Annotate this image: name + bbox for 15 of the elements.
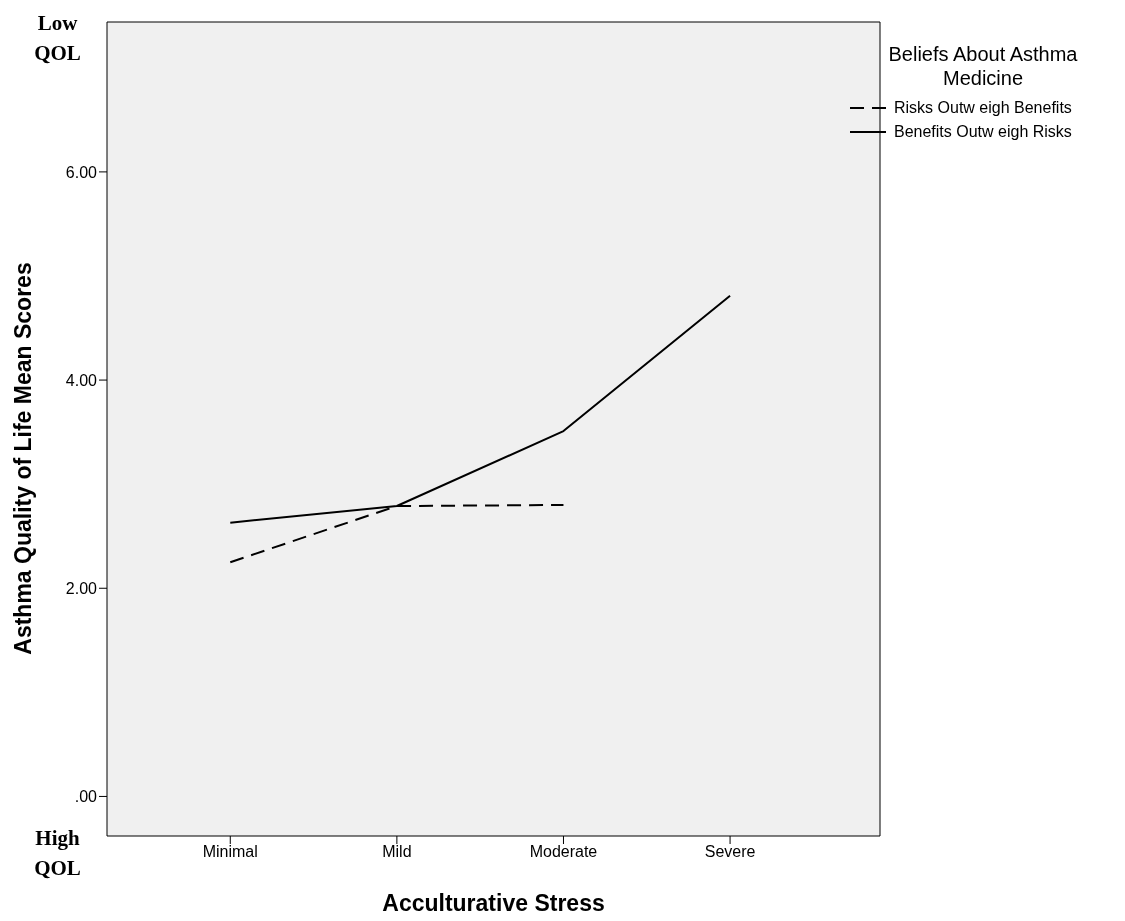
x-tick-label: Severe — [704, 843, 756, 861]
x-tick-label: Minimal — [202, 843, 258, 861]
y-tick-label: .00 — [74, 788, 98, 806]
legend-label: Risks Outw eigh Benefits — [894, 99, 1072, 117]
legend-label: Benefits Outw eigh Risks — [894, 123, 1072, 141]
y-tick-label: 2.00 — [65, 579, 98, 597]
text: Low QOL — [33, 10, 82, 67]
x-axis-title: Acculturative Stress — [381, 890, 606, 917]
legend-title: Beliefs About Asthma Medicine — [887, 42, 1079, 90]
y-tick-label: 4.00 — [65, 371, 98, 389]
text: High QOL — [33, 825, 82, 882]
x-tick-label: Mild — [382, 843, 412, 861]
y-axis-title: Asthma Quality of Life Mean Scores — [9, 261, 37, 655]
x-tick-label: Moderate — [529, 843, 598, 861]
y-tick-label: 6.00 — [65, 163, 98, 181]
